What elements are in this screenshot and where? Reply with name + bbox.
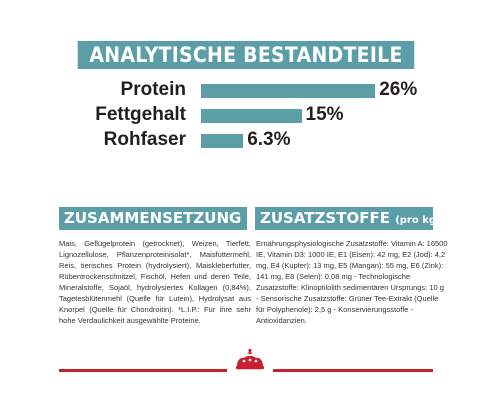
composition-text: Mais, Geflügelprotein (getrocknet), Weiz…	[59, 239, 251, 325]
nutrient-label-fettgehalt: Fettgehalt	[95, 104, 186, 125]
additives-text: Ernährungsphysiologische Zusatzstoffe: V…	[256, 239, 448, 325]
nutrient-label-protein: Protein	[120, 79, 186, 100]
additives-heading-unit: (pro kg)	[395, 215, 433, 226]
page-title: ANALYTISCHE BESTANDTEILE	[77, 41, 415, 69]
additives-heading-text: ZUSATZSTOFFE	[260, 209, 390, 227]
brand-logo	[227, 348, 273, 376]
royal-canin-crown-icon	[236, 348, 264, 370]
nutrient-value-fettgehalt: 15%	[305, 104, 344, 125]
nutrient-value-rohfaser: 6.3%	[247, 129, 291, 150]
nutrient-bar-rohfaser	[201, 134, 244, 148]
nutrient-bar-fettgehalt	[201, 109, 302, 123]
additives-heading: ZUSATZSTOFFE (pro kg)	[255, 207, 433, 230]
nutrient-bar-protein	[201, 84, 376, 98]
composition-heading: ZUSAMMENSETZUNG	[59, 207, 247, 230]
nutrient-value-protein: 26%	[379, 79, 418, 100]
nutrient-label-rohfaser: Rohfaser	[103, 129, 186, 150]
composition-heading-text: ZUSAMMENSETZUNG	[64, 209, 242, 227]
